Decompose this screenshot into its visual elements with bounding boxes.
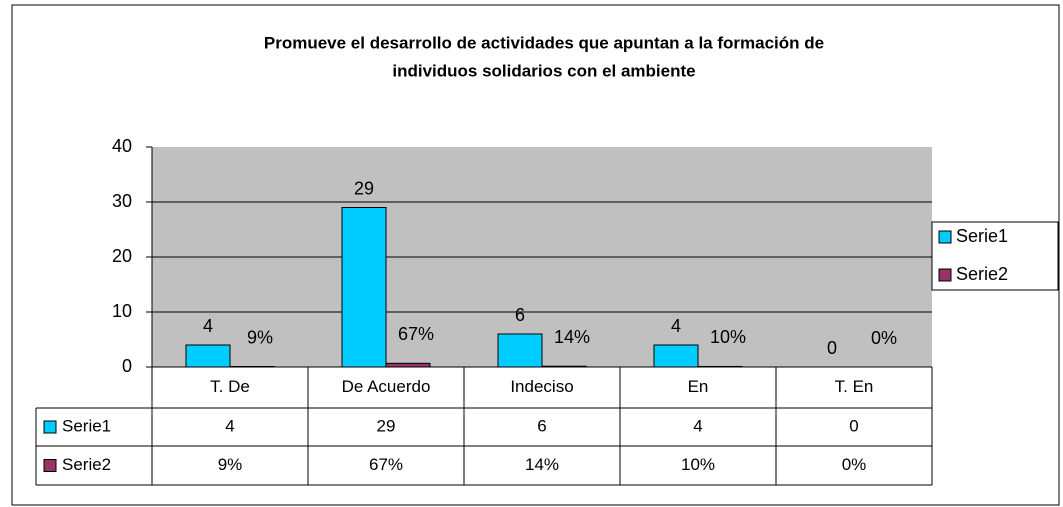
- data-label: 4: [671, 316, 681, 336]
- legend-label: Serie2: [956, 264, 1008, 284]
- bar: [341, 207, 387, 368]
- table-cell: 29: [377, 416, 396, 435]
- bar: [497, 333, 543, 368]
- bar: [185, 344, 231, 368]
- table-cell: 6: [537, 416, 546, 435]
- table-cell: 14%: [525, 455, 559, 474]
- table-cell: 0: [849, 416, 858, 435]
- chart-title: Promueve el desarrollo de actividades qu…: [264, 33, 824, 52]
- table-cell: 10%: [681, 455, 715, 474]
- chart-title: individuos solidarios con el ambiente: [392, 61, 695, 80]
- x-tick-label: T. En: [835, 377, 874, 396]
- table-legend-key: [43, 420, 57, 434]
- data-label: 9%: [247, 327, 273, 347]
- table-series-name: Serie2: [62, 455, 111, 474]
- data-label: 67%: [398, 324, 434, 344]
- x-tick-label: En: [688, 377, 709, 396]
- bar: [385, 362, 431, 368]
- table-legend-key: [43, 459, 57, 472]
- data-label: 10%: [710, 327, 746, 347]
- table-series-name: Serie1: [62, 416, 111, 435]
- data-label: 0: [827, 338, 837, 358]
- y-tick-label: 10: [112, 301, 132, 321]
- legend-box: [931, 221, 1059, 291]
- legend-label: Serie1: [956, 226, 1008, 246]
- table-cell: 4: [225, 416, 234, 435]
- bar: [541, 365, 587, 368]
- legend-key: [938, 230, 952, 244]
- table-cell: 4: [693, 416, 702, 435]
- data-label: 4: [203, 316, 213, 336]
- x-tick-label: T. De: [210, 377, 250, 396]
- y-tick-label: 0: [122, 356, 132, 376]
- data-label: 0%: [871, 328, 897, 348]
- bar: [697, 365, 743, 368]
- y-tick-label: 40: [112, 136, 132, 156]
- legend-key: [938, 268, 952, 282]
- data-label: 29: [354, 178, 374, 198]
- data-label: 6: [515, 305, 525, 325]
- data-label: 14%: [554, 327, 590, 347]
- y-tick-label: 30: [112, 191, 132, 211]
- table-cell: 0%: [842, 455, 867, 474]
- bar: [653, 344, 699, 368]
- x-tick-label: Indeciso: [510, 377, 573, 396]
- table-cell: 9%: [218, 455, 243, 474]
- table-cell: 67%: [369, 455, 403, 474]
- x-tick-label: De Acuerdo: [342, 377, 431, 396]
- y-tick-label: 20: [112, 246, 132, 266]
